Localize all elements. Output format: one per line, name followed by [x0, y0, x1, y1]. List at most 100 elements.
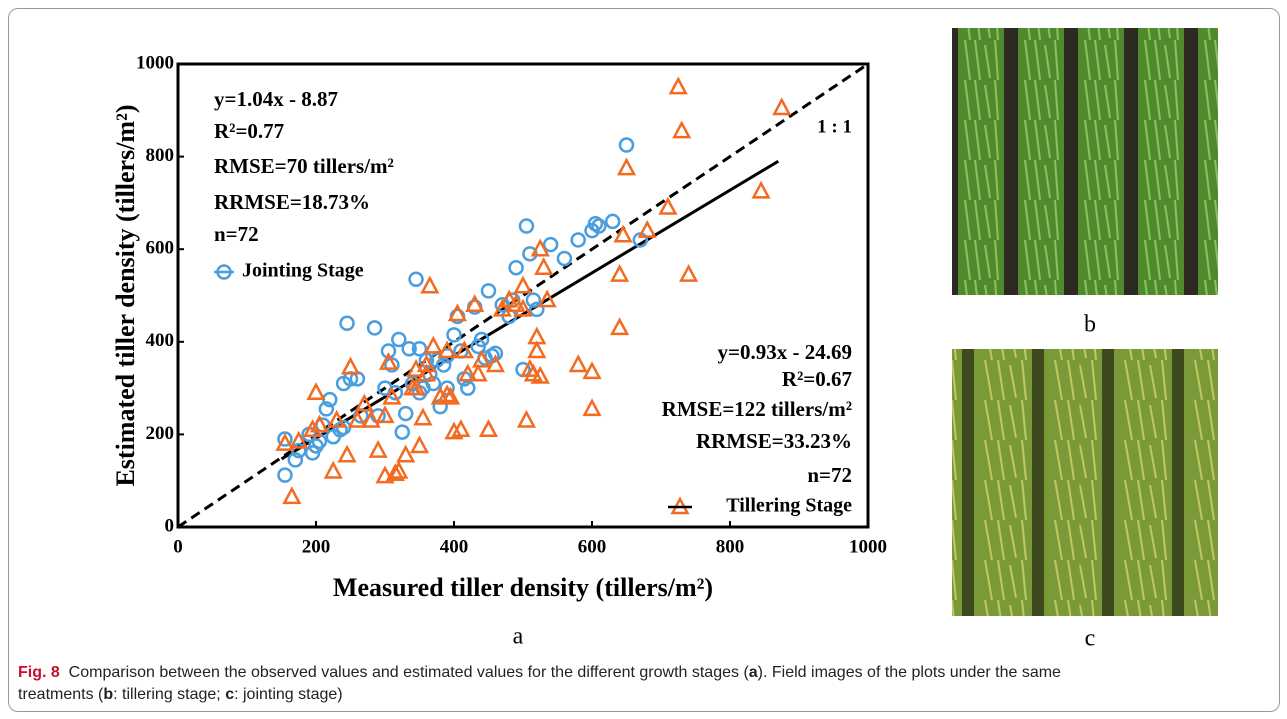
point — [508, 259, 524, 276]
point — [613, 224, 633, 243]
y-tick-label: 400 — [146, 330, 175, 351]
x-axis-label: Measured tiller density (tillers/m²) — [333, 573, 713, 602]
point — [435, 357, 452, 373]
point — [570, 232, 586, 248]
annotation: R²=0.67 — [782, 367, 852, 391]
point — [556, 250, 573, 267]
caption-text: Comparison between the observed values a… — [68, 664, 749, 681]
caption-text: treatments ( — [18, 686, 104, 703]
point — [437, 384, 457, 403]
annotation: RRMSE=18.73% — [214, 190, 370, 214]
point — [527, 326, 547, 345]
point — [391, 331, 407, 348]
legend-label: Tillering Stage — [726, 495, 852, 517]
point — [423, 335, 443, 354]
point — [420, 275, 440, 294]
point — [478, 419, 499, 438]
point — [385, 463, 405, 482]
point — [658, 196, 678, 215]
figure-frame — [8, 8, 1280, 712]
point — [568, 354, 588, 373]
point — [302, 419, 323, 438]
point — [679, 264, 699, 282]
point — [444, 421, 464, 440]
point — [618, 137, 635, 153]
reference-label: 1 : 1 — [817, 116, 852, 137]
y-tick-label: 800 — [146, 145, 175, 166]
point — [518, 218, 535, 234]
point — [440, 386, 461, 405]
legend-label: Jointing Stage — [242, 260, 364, 282]
annotation: y=0.93x - 24.69 — [718, 340, 852, 364]
point — [529, 301, 545, 318]
point — [327, 409, 347, 428]
annotation: n=72 — [214, 222, 259, 246]
point — [460, 380, 476, 396]
caption-label: Fig. 8 — [18, 664, 60, 681]
point — [289, 430, 309, 449]
point — [416, 363, 436, 382]
annotation: n=72 — [807, 463, 852, 487]
point — [446, 327, 462, 343]
point — [309, 414, 330, 433]
point — [591, 218, 607, 234]
point — [516, 409, 537, 428]
point — [610, 317, 630, 336]
point — [275, 433, 295, 451]
point — [394, 424, 410, 440]
caption-text: : tillering stage; — [113, 686, 226, 703]
point — [637, 220, 657, 238]
point — [366, 320, 383, 336]
point — [368, 439, 388, 458]
point — [472, 349, 492, 368]
point — [485, 354, 505, 373]
point — [513, 298, 533, 317]
point — [282, 486, 302, 505]
point — [361, 409, 381, 428]
point — [277, 431, 293, 447]
caption-text: b — [103, 686, 114, 703]
caption-text: a — [748, 664, 758, 681]
point — [339, 315, 355, 332]
point — [525, 292, 542, 308]
point — [582, 398, 602, 417]
annotation: RMSE=70 tillers/m² — [214, 154, 394, 178]
point — [389, 460, 409, 479]
photo-tillering — [952, 28, 1218, 295]
caption-text: c — [225, 686, 235, 703]
caption-line: treatments (b: tillering stage; c: joint… — [18, 684, 1278, 706]
point — [604, 213, 621, 230]
point — [416, 354, 436, 373]
point — [396, 444, 416, 463]
point — [513, 275, 533, 294]
x-tick-label: 600 — [578, 536, 607, 557]
point — [397, 405, 414, 422]
point — [277, 467, 293, 483]
y-axis-label: Estimated tiller density (tillers/m²) — [111, 104, 140, 486]
panel-label: c — [1085, 626, 1096, 652]
point — [668, 76, 688, 95]
x-tick-label: 200 — [302, 536, 331, 557]
point — [454, 340, 474, 359]
point — [527, 340, 547, 359]
point — [318, 401, 335, 417]
annotation: RRMSE=33.23% — [696, 429, 852, 453]
y-tick-label: 600 — [146, 238, 175, 259]
x-tick-label: 1000 — [849, 536, 887, 557]
point — [537, 289, 557, 308]
point — [347, 409, 367, 428]
y-tick-label: 1000 — [136, 52, 174, 73]
point — [672, 120, 692, 139]
caption-text: ). Field images of the plots under the s… — [757, 664, 1061, 681]
caption-text: : jointing stage) — [234, 686, 343, 703]
point — [451, 419, 471, 438]
point — [378, 351, 399, 370]
point — [413, 407, 433, 426]
point — [375, 405, 395, 424]
point — [530, 238, 550, 257]
point — [751, 180, 771, 199]
point — [480, 283, 497, 299]
x-tick-label: 800 — [716, 536, 745, 557]
x-tick-label: 400 — [440, 536, 469, 557]
